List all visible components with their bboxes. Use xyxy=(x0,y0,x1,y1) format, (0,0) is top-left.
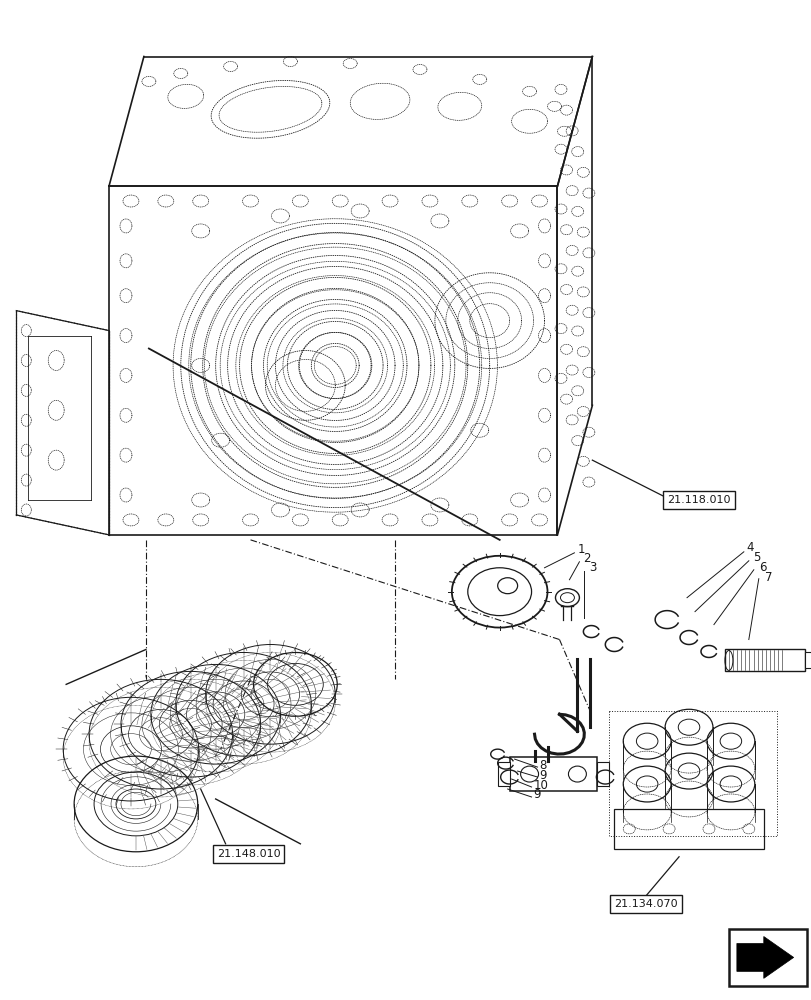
Bar xyxy=(724,649,804,671)
Bar xyxy=(614,809,763,849)
Text: 2: 2 xyxy=(582,552,590,565)
Bar xyxy=(597,762,608,786)
Text: 21.118.010: 21.118.010 xyxy=(667,495,730,505)
Bar xyxy=(608,711,776,836)
Text: 6: 6 xyxy=(757,561,766,574)
Text: 3: 3 xyxy=(589,561,596,574)
Text: 21.134.070: 21.134.070 xyxy=(614,899,677,909)
Text: 7: 7 xyxy=(764,571,771,584)
Text: 5: 5 xyxy=(752,551,759,564)
Bar xyxy=(497,762,509,786)
Polygon shape xyxy=(736,937,792,978)
Text: 9: 9 xyxy=(539,769,547,782)
Text: 1: 1 xyxy=(577,543,584,556)
Bar xyxy=(728,929,805,986)
Text: 10: 10 xyxy=(533,779,547,792)
Text: 21.148.010: 21.148.010 xyxy=(217,849,280,859)
Text: 4: 4 xyxy=(746,541,753,554)
Text: 8: 8 xyxy=(539,759,547,772)
Text: 9: 9 xyxy=(533,788,540,801)
Bar xyxy=(804,652,811,668)
Bar xyxy=(509,757,597,791)
